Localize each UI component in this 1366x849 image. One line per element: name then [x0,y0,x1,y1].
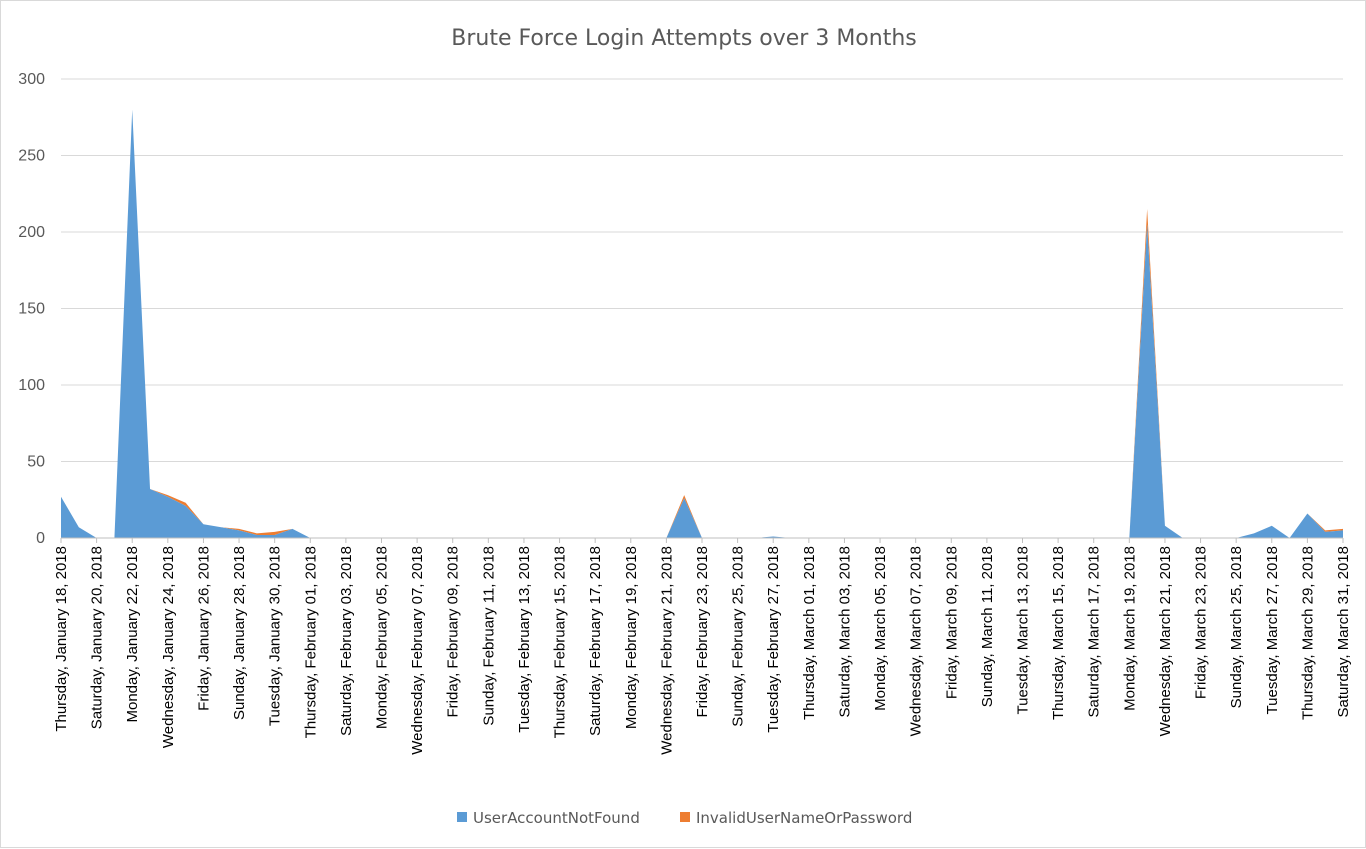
x-tick-label: Friday, February 09, 2018 [445,546,462,717]
x-tick-label: Sunday, February 11, 2018 [480,546,497,726]
x-tick-label: Monday, February 19, 2018 [623,546,640,729]
x-tick-label: Thursday, March 15, 2018 [1050,546,1067,720]
x-tick-label: Sunday, March 25, 2018 [1228,546,1245,708]
y-tick-label: 250 [18,148,45,165]
x-tick-label: Thursday, February 01, 2018 [302,546,319,738]
x-tick-label: Monday, March 19, 2018 [1121,546,1138,711]
series-area-useraccountnotfound [61,109,1343,538]
x-tick-label: Monday, February 05, 2018 [374,546,391,729]
y-tick-label: 200 [18,224,45,241]
legend-swatch [457,812,467,822]
plot-area [61,109,1343,538]
gridlines: 0 50 100 150 200 250 300 [18,71,1343,547]
x-tick-label: Sunday, March 11, 2018 [979,546,996,707]
y-tick-label: 50 [27,454,45,471]
x-tick-label: Monday, March 05, 2018 [872,546,889,711]
legend-swatch [680,812,690,822]
x-tick-label: Thursday, March 01, 2018 [801,546,818,720]
x-tick-label: Tuesday, March 27, 2018 [1264,546,1281,714]
x-tick-label: Tuesday, March 13, 2018 [1015,546,1032,714]
x-tick-label: Saturday, March 17, 2018 [1086,546,1103,718]
x-tick-label: Tuesday, February 27, 2018 [765,546,782,733]
y-tick-label: 100 [18,377,45,394]
x-tick-label: Thursday, February 15, 2018 [552,546,569,738]
x-tick-label: Saturday, January 20, 2018 [89,546,106,729]
x-tick-label: Monday, January 22, 2018 [124,546,141,723]
y-tick-label: 150 [18,301,45,318]
x-tick-label: Wednesday, March 07, 2018 [908,546,925,736]
x-tick-label: Friday, January 26, 2018 [195,546,212,711]
y-tick-label: 0 [36,530,45,547]
x-tick-label: Friday, March 09, 2018 [943,546,960,699]
x-tick-label: Friday, March 23, 2018 [1193,546,1210,699]
axes: Thursday, January 18, 2018 Saturday, Janu… [53,537,1352,755]
x-tick-label: Wednesday, February 21, 2018 [658,546,675,755]
x-tick-label: Wednesday, March 21, 2018 [1157,546,1174,736]
x-tick-label: Tuesday, February 13, 2018 [516,546,533,733]
chart-title: Brute Force Login Attempts over 3 Months [451,26,916,51]
x-tick-label: Sunday, February 25, 2018 [730,546,747,727]
x-tick-label: Friday, February 23, 2018 [694,546,711,717]
x-tick-label: Saturday, March 03, 2018 [836,546,853,718]
x-tick-label: Saturday, February 17, 2018 [587,546,604,736]
legend-label: InvalidUserNameOrPassword [696,809,912,827]
y-tick-label: 300 [18,71,45,88]
x-tick-label: Sunday, January 28, 2018 [231,546,248,720]
legend-label: UserAccountNotFound [473,809,640,827]
x-tick-label: Wednesday, January 24, 2018 [160,546,177,748]
x-tick-label: Saturday, February 03, 2018 [338,546,355,736]
x-tick-label: Wednesday, February 07, 2018 [409,546,426,755]
x-tick-label: Tuesday, January 30, 2018 [267,546,284,726]
x-tick-label: Saturday, March 31, 2018 [1335,546,1352,718]
legend: UserAccountNotFound InvalidUserNameOrPass… [457,809,912,827]
x-tick-label: Thursday, January 18, 2018 [53,546,70,732]
x-tick-label: Thursday, March 29, 2018 [1299,546,1316,720]
